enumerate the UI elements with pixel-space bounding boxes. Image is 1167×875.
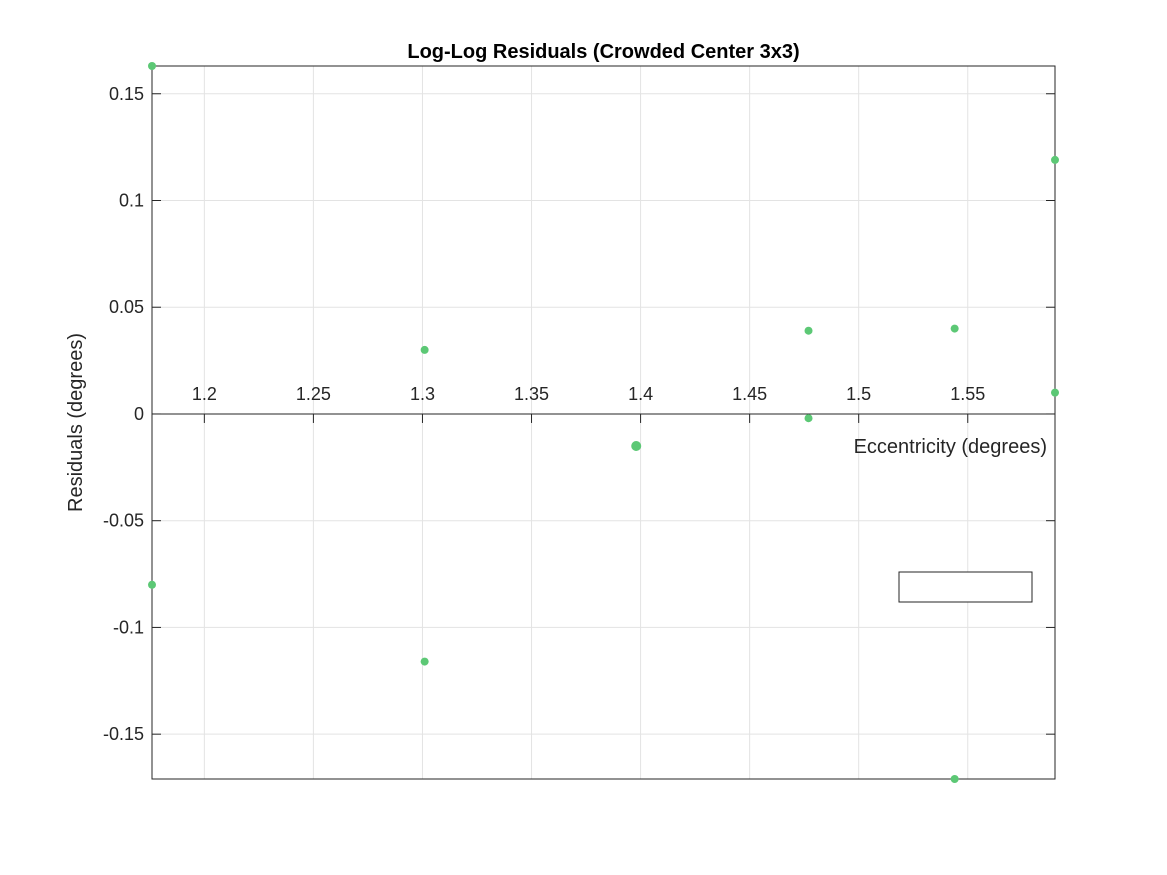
x-tick-label: 1.45 (732, 384, 767, 404)
data-point (148, 62, 156, 70)
data-point (631, 440, 642, 451)
y-tick-label: 0.1 (119, 190, 144, 210)
y-tick-label: 0 (134, 404, 144, 424)
y-axis-label: Residuals (degrees) (65, 333, 87, 512)
x-tick-label: 1.25 (296, 384, 331, 404)
x-tick-label: 1.35 (514, 384, 549, 404)
x-tick-label: 1.5 (846, 384, 871, 404)
y-tick-label: -0.1 (113, 617, 144, 637)
grid-lines (152, 66, 1055, 779)
data-point (804, 326, 813, 335)
y-tick-label: 0.05 (109, 297, 144, 317)
axes-box (151, 65, 1056, 780)
data-point (1051, 155, 1059, 164)
x-tick-label: 1.2 (192, 384, 217, 404)
data-points (148, 62, 1059, 783)
y-tick-label: -0.15 (103, 724, 144, 744)
x-tick-label: 1.55 (950, 384, 985, 404)
x-tick-label: 1.4 (628, 384, 653, 404)
y-ticks: 0.15 0.1 0.05 0 -0.05 -0.1 -0.15 (103, 84, 1055, 744)
data-point (950, 775, 959, 783)
x-axis-label: Eccentricity (degrees) (854, 436, 1047, 458)
data-point (804, 414, 813, 423)
data-point (950, 324, 959, 333)
y-tick-label: -0.05 (103, 511, 144, 531)
data-point (420, 657, 429, 666)
data-point (420, 345, 429, 354)
x-axis: 1.2 1.25 1.3 1.35 1.4 1.45 1.5 1.55 (152, 384, 1055, 423)
data-point (148, 580, 156, 589)
x-tick-label: 1.3 (410, 384, 435, 404)
y-tick-label: 0.15 (109, 84, 144, 104)
legend-box (898, 571, 1033, 603)
chart-title: Log-Log Residuals (Crowded Center 3x3) (407, 41, 799, 63)
data-point (1051, 388, 1059, 397)
